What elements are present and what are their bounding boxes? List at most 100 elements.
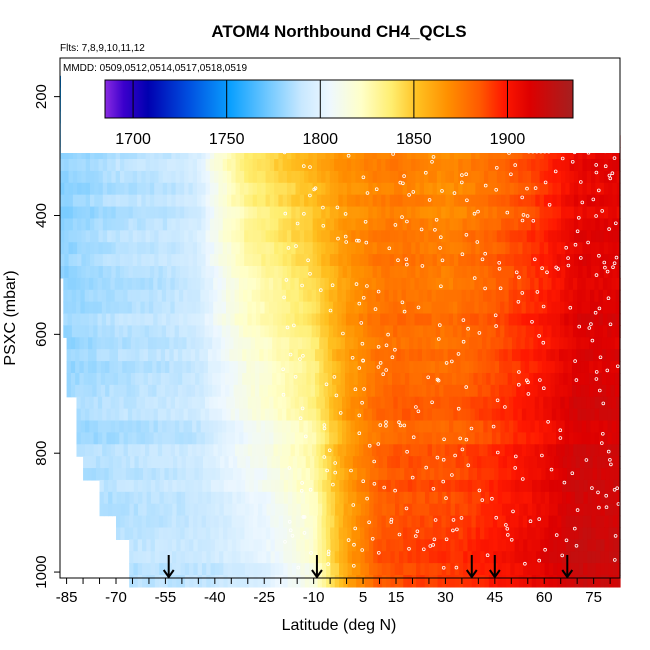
heatmap-cell xyxy=(77,159,83,172)
heatmap-cell xyxy=(504,432,510,445)
heatmap-cell xyxy=(291,194,297,208)
heatmap-cell xyxy=(381,266,387,279)
heatmap-cell xyxy=(443,384,449,398)
heatmap-cell xyxy=(410,444,416,457)
heatmap-cell xyxy=(282,218,288,231)
heatmap-cell xyxy=(128,254,134,267)
heatmap-cell xyxy=(168,491,173,505)
heatmap-cell xyxy=(124,254,130,267)
heatmap-cell xyxy=(230,313,236,327)
heatmap-cell xyxy=(513,170,519,184)
heatmap-cell xyxy=(410,325,416,338)
heatmap-cell xyxy=(124,170,130,184)
heatmap-cell xyxy=(518,254,524,267)
heatmap-cell xyxy=(376,242,382,255)
heatmap-cell xyxy=(304,147,309,160)
heatmap-cell xyxy=(222,420,227,433)
heatmap-cell xyxy=(579,479,585,493)
heatmap-cell xyxy=(551,277,557,291)
heatmap-cell xyxy=(586,408,591,422)
heatmap-cell xyxy=(192,396,197,410)
heatmap-cell xyxy=(353,372,359,386)
heatmap-cell xyxy=(346,432,352,445)
heatmap-cell xyxy=(154,218,160,231)
heatmap-cell xyxy=(260,408,266,422)
heatmap-cell xyxy=(544,479,550,493)
heatmap-cell xyxy=(318,456,324,469)
heatmap-cell xyxy=(500,420,506,433)
heatmap-cell xyxy=(204,289,210,303)
heatmap-cell xyxy=(458,266,464,279)
heatmap-cell xyxy=(128,182,134,196)
heatmap-cell xyxy=(436,420,442,433)
heatmap-cell xyxy=(501,182,506,196)
heatmap-cell xyxy=(308,515,314,529)
heatmap-cell xyxy=(574,515,580,529)
heatmap-cell xyxy=(222,230,228,243)
heatmap-cell xyxy=(256,444,262,457)
heatmap-cell xyxy=(550,384,556,398)
heatmap-cell xyxy=(487,408,493,422)
heatmap-cell xyxy=(428,218,434,231)
heatmap-cell xyxy=(174,301,180,315)
heatmap-cell xyxy=(466,147,472,160)
heatmap-cell xyxy=(458,230,464,243)
heatmap-cell xyxy=(428,242,434,255)
heatmap-cell xyxy=(470,325,475,338)
heatmap-cell xyxy=(462,230,468,243)
heatmap-cell xyxy=(467,515,473,529)
heatmap-cell xyxy=(64,159,70,172)
heatmap-cell xyxy=(376,218,382,231)
heatmap-cell xyxy=(321,515,327,529)
heatmap-cell xyxy=(615,289,621,303)
heatmap-cell xyxy=(573,242,579,255)
heatmap-cell xyxy=(290,325,296,338)
heatmap-cell xyxy=(534,289,540,303)
heatmap-cell xyxy=(231,242,237,255)
heatmap-cell xyxy=(445,254,451,267)
heatmap-cell xyxy=(179,218,185,231)
heatmap-cell xyxy=(139,349,145,362)
heatmap-cell xyxy=(583,503,589,517)
heatmap-cell xyxy=(556,396,561,410)
heatmap-cell xyxy=(530,444,536,457)
heatmap-cell xyxy=(506,479,512,493)
heatmap-cell xyxy=(565,266,571,279)
heatmap-cell xyxy=(359,230,365,243)
heatmap-cell xyxy=(433,503,439,517)
heatmap-cell xyxy=(573,147,579,160)
heatmap-cell xyxy=(159,503,165,517)
heatmap-cell xyxy=(237,456,243,469)
heatmap-cell xyxy=(280,337,286,350)
heatmap-cell xyxy=(183,444,189,457)
heatmap-cell xyxy=(239,147,245,160)
heatmap-cell xyxy=(441,230,447,243)
heatmap-cell xyxy=(411,242,417,255)
heatmap-cell xyxy=(475,242,481,255)
heatmap-cell xyxy=(573,432,579,445)
heatmap-cell xyxy=(195,361,200,374)
heatmap-cell xyxy=(292,479,298,493)
heatmap-cell xyxy=(92,361,98,374)
heatmap-cell xyxy=(248,147,254,160)
heatmap-cell xyxy=(550,337,556,350)
heatmap-cell xyxy=(95,456,101,469)
heatmap-cell xyxy=(384,444,390,457)
heatmap-cell xyxy=(135,372,140,386)
heatmap-cell xyxy=(106,325,111,338)
heatmap-cell xyxy=(516,349,522,362)
heatmap-cell xyxy=(316,420,322,433)
heatmap-cell xyxy=(64,182,70,196)
heatmap-cell xyxy=(98,218,104,231)
heatmap-cell xyxy=(116,503,122,517)
heatmap-cell xyxy=(398,159,404,172)
heatmap-cell xyxy=(401,396,407,410)
heatmap-cell xyxy=(283,491,289,505)
heatmap-cell xyxy=(580,337,586,350)
heatmap-cell xyxy=(590,432,596,445)
heatmap-cell xyxy=(364,206,369,220)
flights-label: Flts: 7,8,9,10,11,12 xyxy=(60,43,145,54)
heatmap-cell xyxy=(496,170,502,184)
heatmap-cell xyxy=(304,159,309,172)
heatmap-cell xyxy=(306,384,312,398)
